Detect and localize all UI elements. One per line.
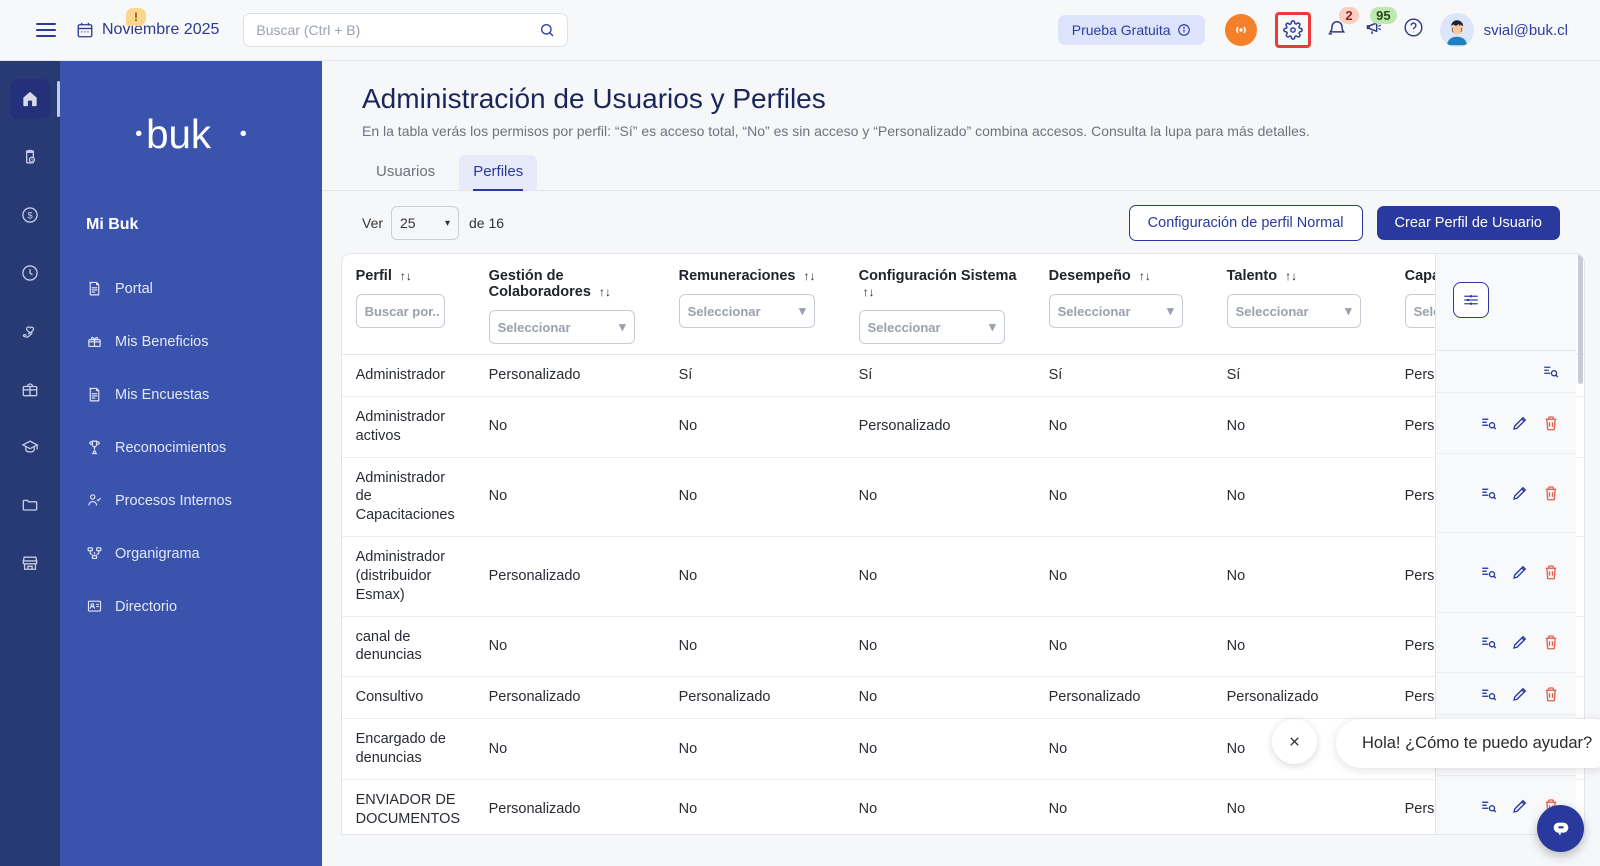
svg-text:$: $: [27, 210, 32, 220]
svg-text:buk: buk: [146, 111, 212, 157]
